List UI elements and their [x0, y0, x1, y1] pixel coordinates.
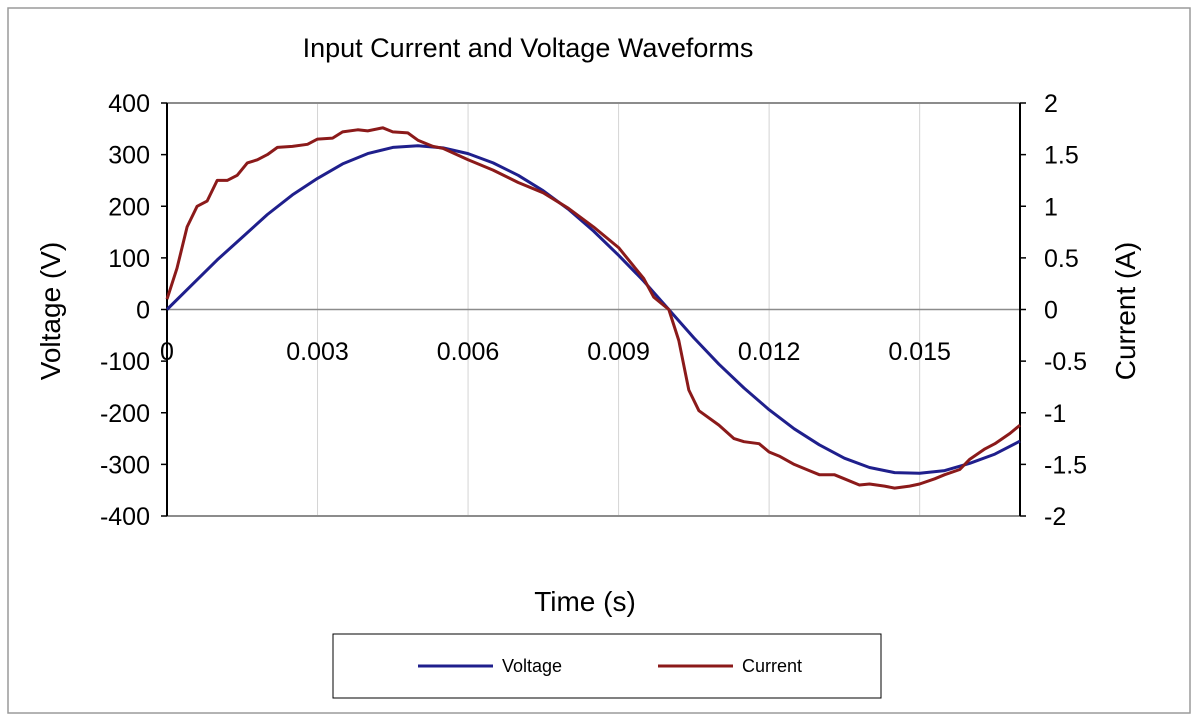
- y-tick-label: 300: [108, 142, 150, 170]
- x-axis-ticks: 0 0.003 0.006 0.009 0.012 0.015: [160, 338, 951, 366]
- y-axis-ticks: 400 300 200 100 0 -100 -200 -300 -400: [100, 90, 167, 531]
- y-tick-label: -300: [100, 451, 150, 479]
- y-tick-label: -400: [100, 503, 150, 531]
- y2-tick-label: 0.5: [1044, 245, 1079, 273]
- axes: [166, 102, 1021, 517]
- y-tick-label: 100: [108, 245, 150, 273]
- x-tick-label: 0.015: [888, 338, 951, 366]
- series-lines: [165, 126, 1021, 490]
- y-tick-label: -200: [100, 400, 150, 428]
- x-tick-label: 0: [160, 338, 174, 366]
- series-line-current: [165, 126, 1021, 490]
- y2-tick-label: 1: [1044, 193, 1058, 221]
- y2-tick-label: 2: [1044, 90, 1058, 118]
- x-tick-label: 0.012: [738, 338, 801, 366]
- y2-axis-label: Current (A): [1110, 242, 1141, 380]
- x-tick-label: 0.006: [437, 338, 500, 366]
- y2-tick-label: -0.5: [1044, 348, 1087, 376]
- chart-title: Input Current and Voltage Waveforms: [303, 33, 754, 63]
- y2-axis-ticks: 2 1.5 1 0.5 0 -0.5 -1 -1.5 -2: [1020, 90, 1087, 531]
- y-tick-label: 200: [108, 193, 150, 221]
- y-axis-label: Voltage (V): [35, 242, 66, 381]
- y2-tick-label: -1.5: [1044, 451, 1087, 479]
- legend-label-current: Current: [742, 656, 802, 676]
- x-tick-label: 0.009: [587, 338, 650, 366]
- y2-tick-label: -2: [1044, 503, 1066, 531]
- y2-tick-label: 1.5: [1044, 142, 1079, 170]
- y-tick-label: 400: [108, 90, 150, 118]
- x-axis-label: Time (s): [534, 586, 636, 617]
- y2-tick-label: -1: [1044, 400, 1066, 428]
- x-tick-label: 0.003: [286, 338, 349, 366]
- y-tick-label: -100: [100, 348, 150, 376]
- y-tick-label: 0: [136, 297, 150, 325]
- legend-label-voltage: Voltage: [502, 656, 562, 676]
- y2-tick-label: 0: [1044, 297, 1058, 325]
- series-line-voltage: [165, 144, 1021, 475]
